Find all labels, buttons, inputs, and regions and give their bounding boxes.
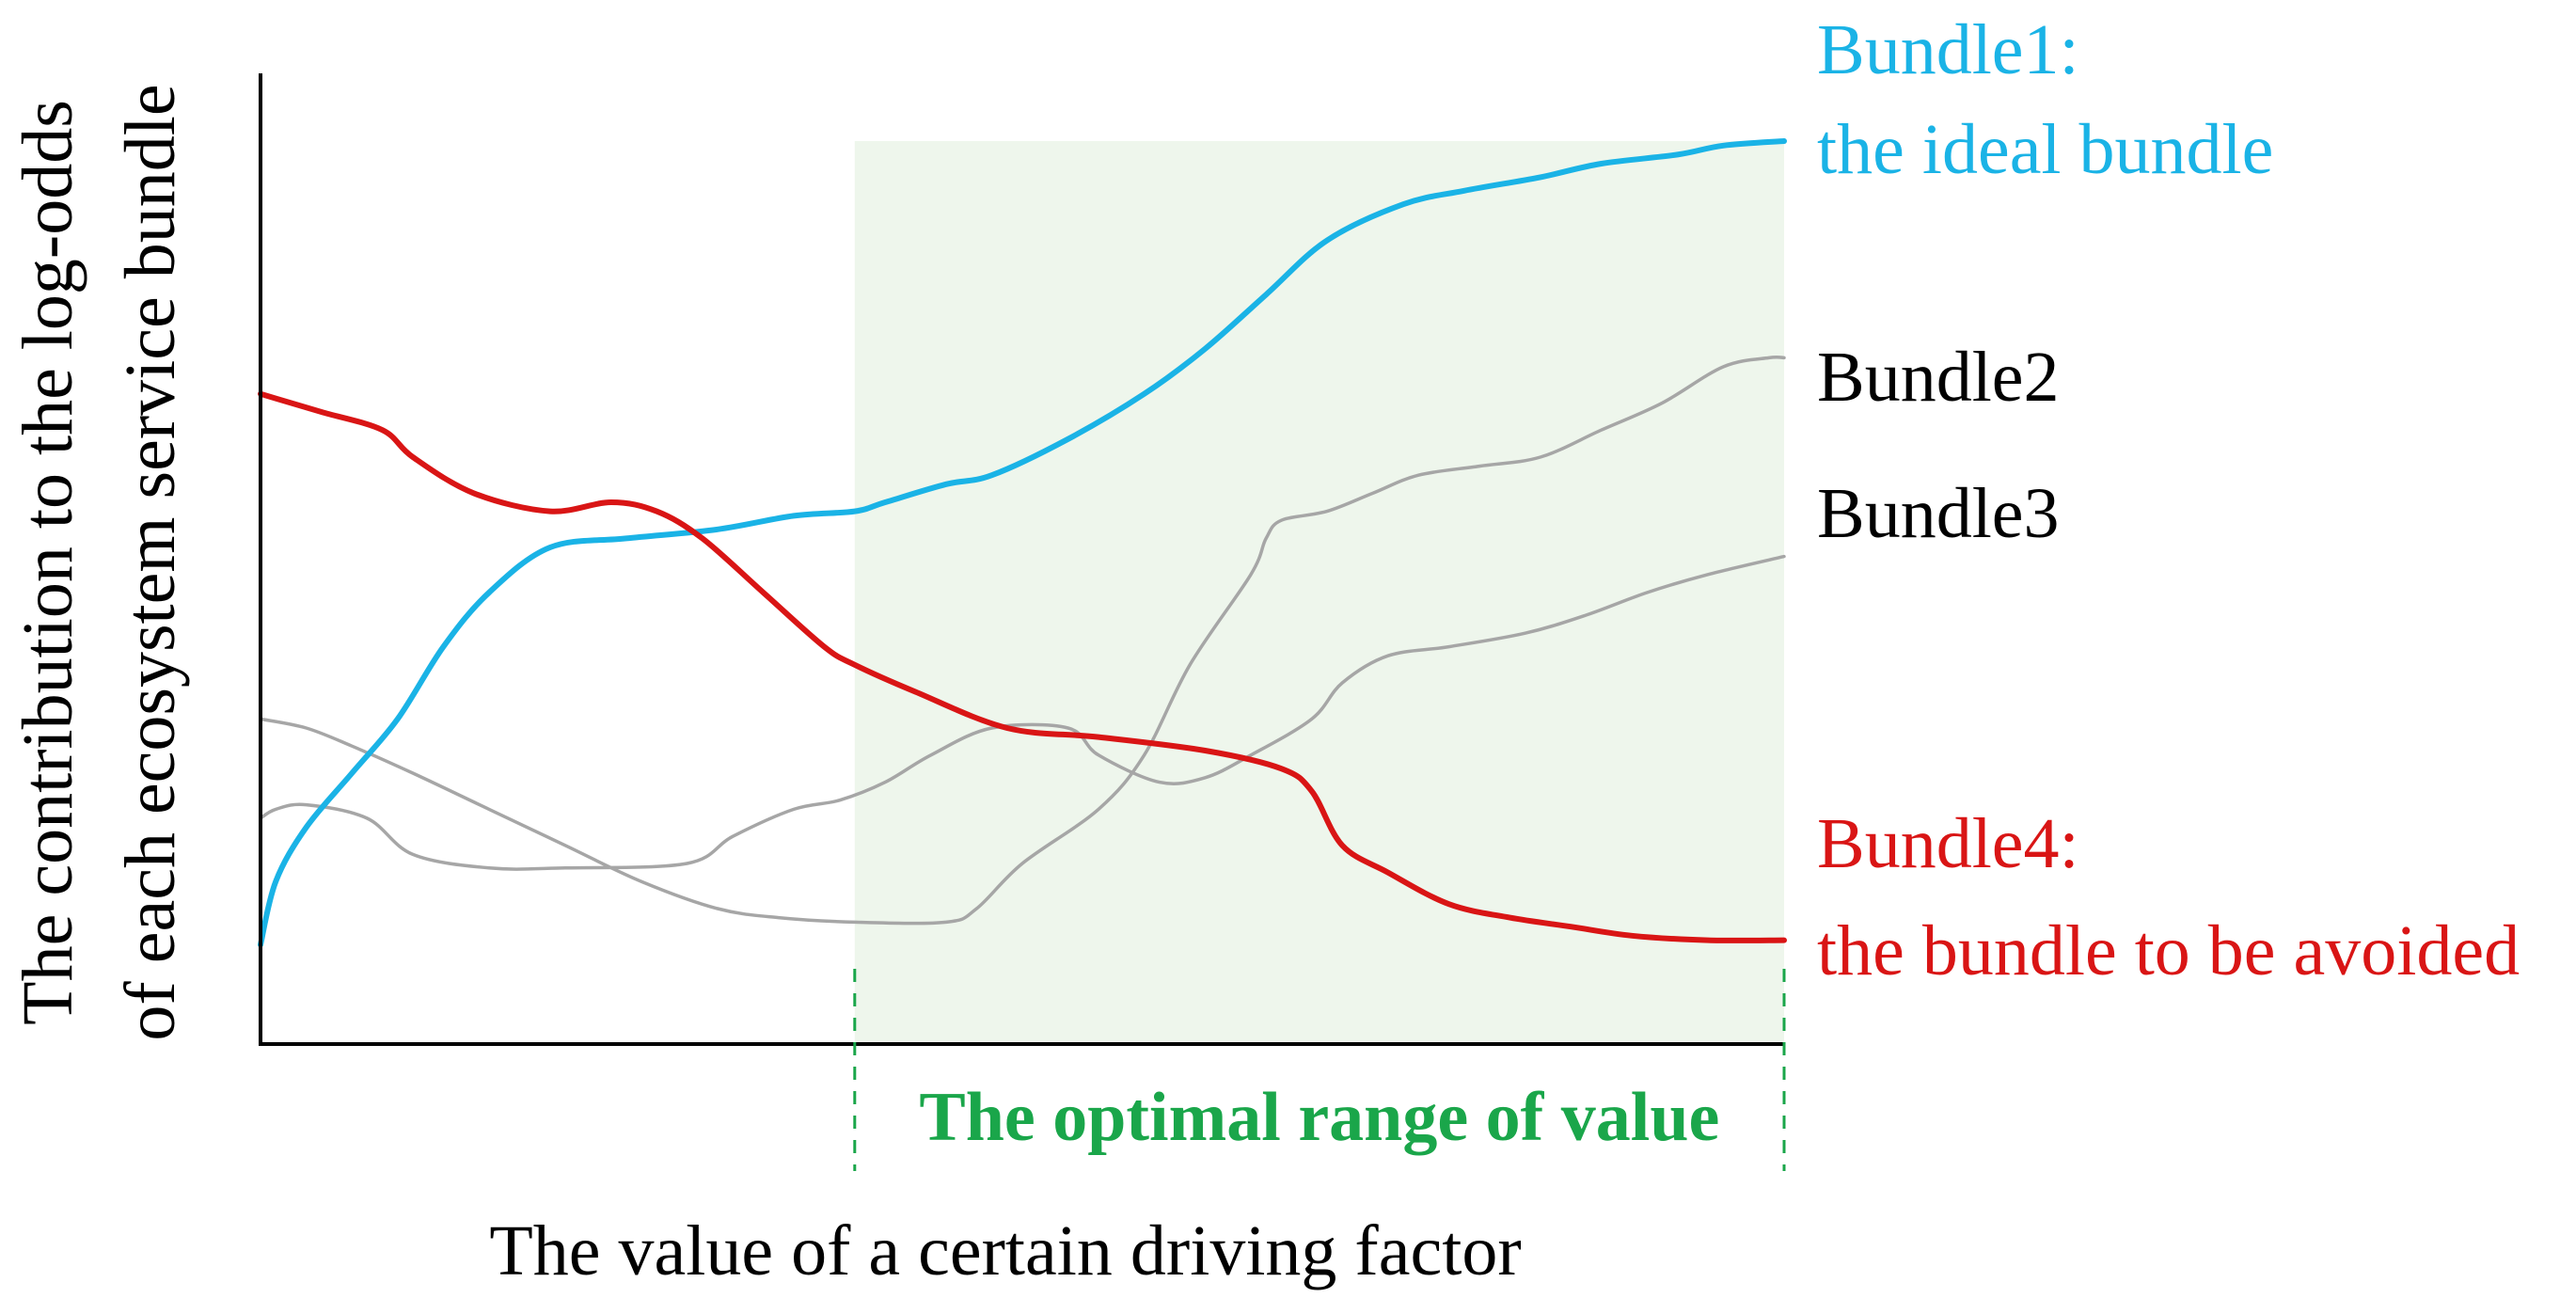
series-lines bbox=[258, 138, 1787, 948]
legend-bundle1-title: Bundle1: bbox=[1817, 10, 2079, 89]
legend-bundle2-title: Bundle2 bbox=[1817, 338, 2060, 417]
optimal-range-band bbox=[854, 141, 1784, 1044]
series-line-bundle3 bbox=[259, 554, 1786, 871]
series-line-bundle4 bbox=[258, 390, 1787, 943]
y-axis-title-line1: The contribution to the log-odds bbox=[8, 100, 87, 1025]
legend-bundle4-desc: the bundle to be avoided bbox=[1817, 911, 2520, 990]
optimal-range-label: The optimal range of value bbox=[919, 1079, 1719, 1156]
y-axis-title-line2: of each ecosystem service bundle bbox=[111, 84, 190, 1040]
legend-bundle1-desc: the ideal bundle bbox=[1817, 110, 2273, 189]
series-line-bundle1 bbox=[258, 138, 1787, 948]
legend-bundle3-title: Bundle3 bbox=[1817, 474, 2060, 553]
legend-bundle4-title: Bundle4: bbox=[1817, 804, 2079, 883]
x-axis-title: The value of a certain driving factor bbox=[489, 1211, 1521, 1290]
